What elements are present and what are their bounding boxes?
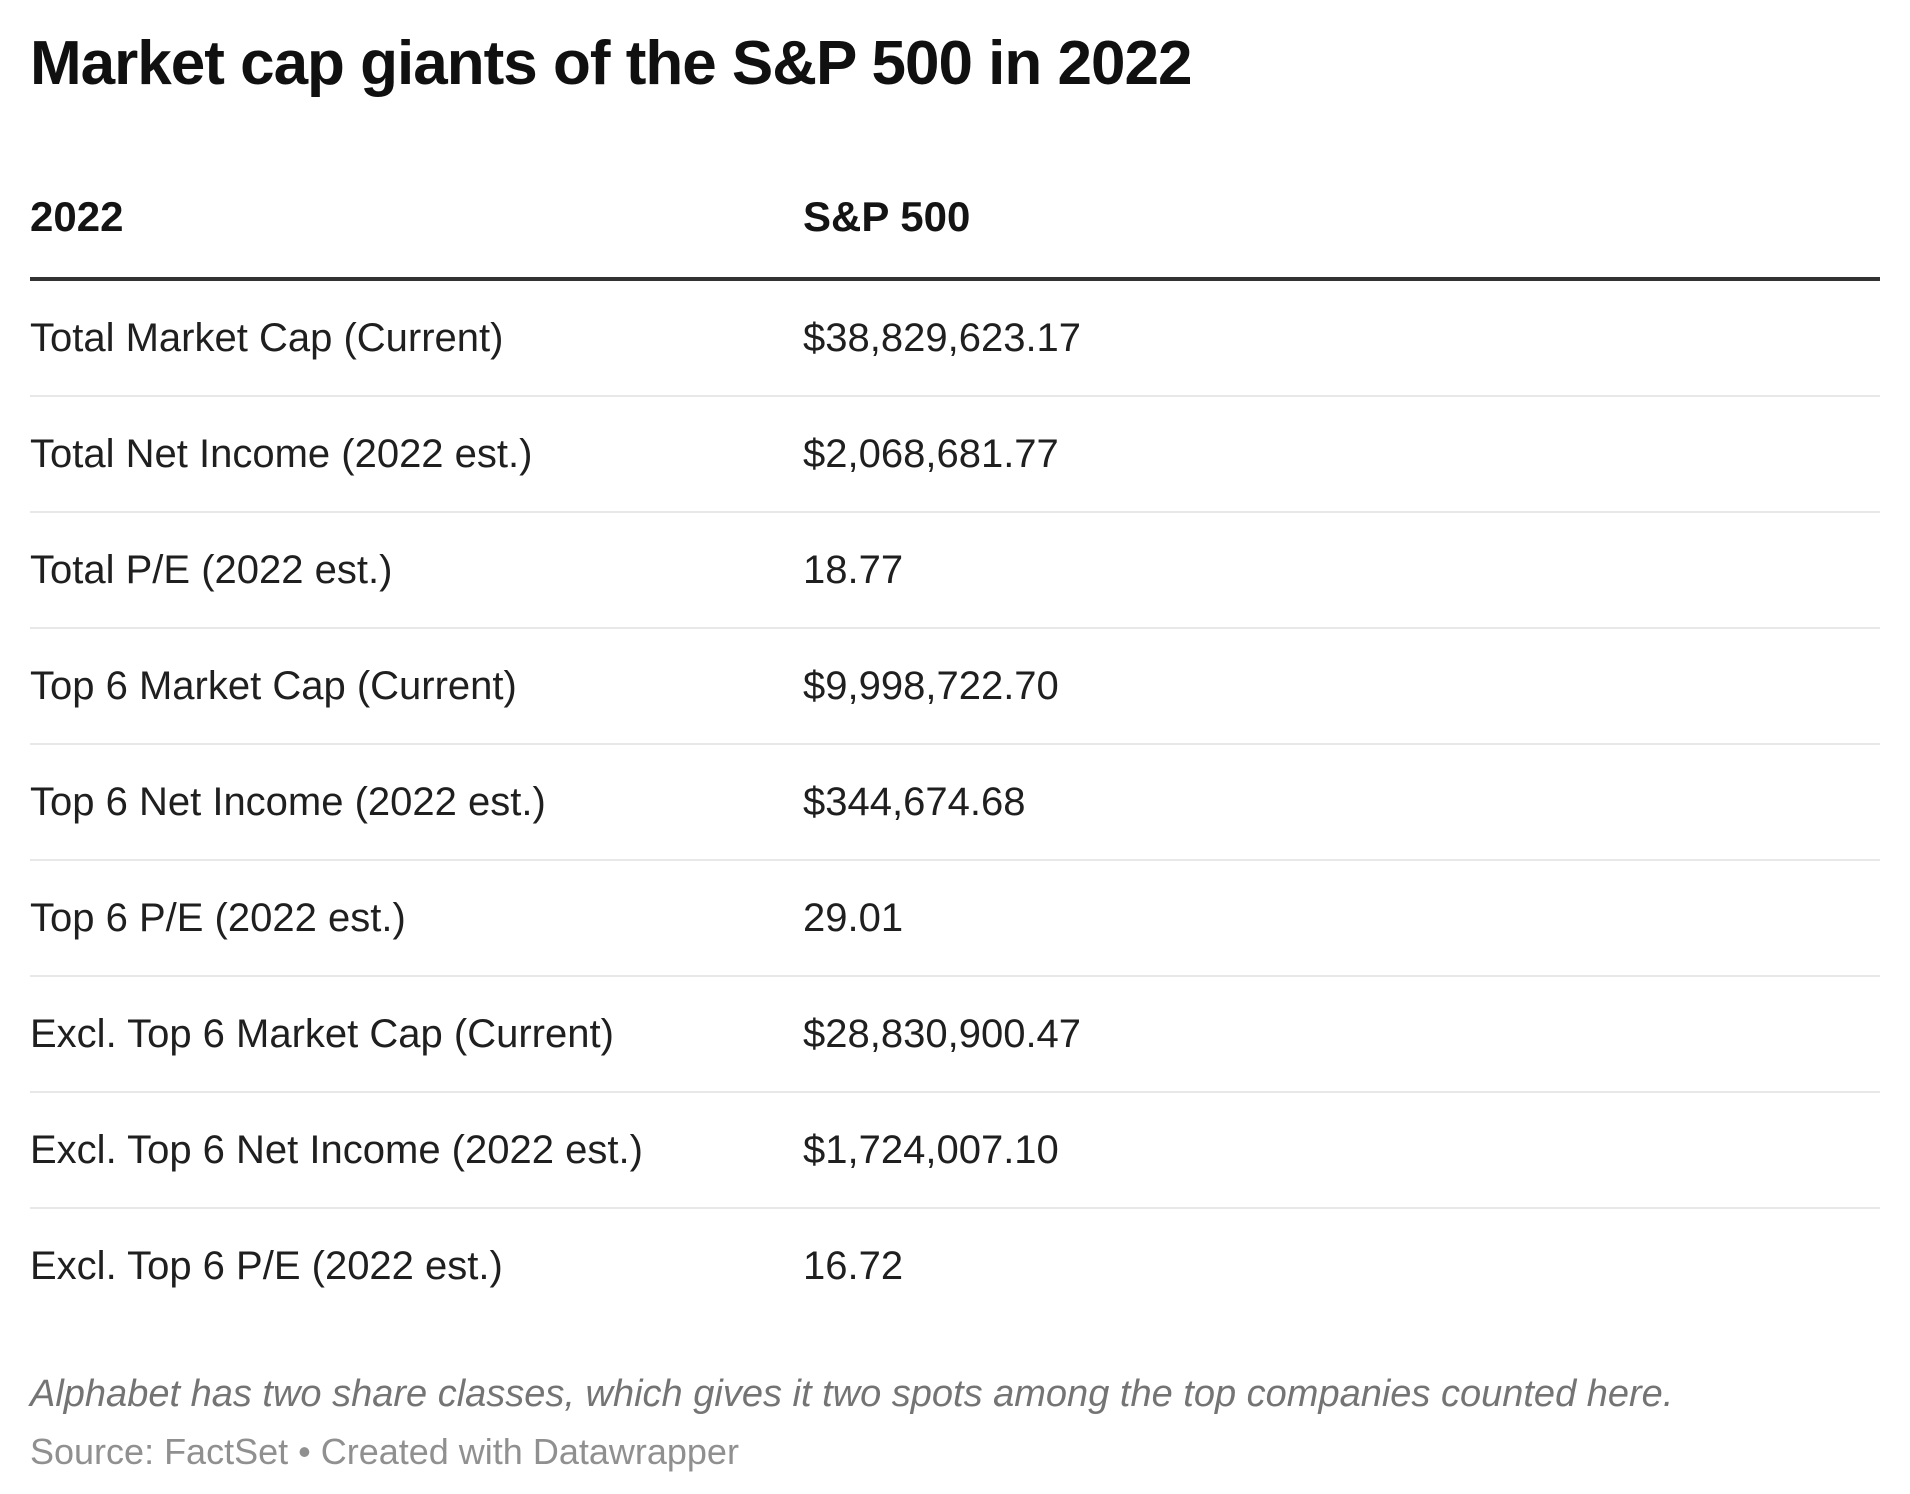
row-value: 16.72: [803, 1244, 904, 1288]
row-value: $9,998,722.70: [803, 628, 1880, 745]
row-label: Top 6 Market Cap (Current): [30, 628, 803, 745]
row-value: $28,830,900.47: [803, 976, 1880, 1093]
row-label: Top 6 P/E (2022 est.): [30, 860, 803, 977]
row-value: $2,068,681.77: [803, 396, 1880, 513]
row-label: Total P/E (2022 est.): [30, 512, 803, 629]
row-label: Excl. Top 6 Market Cap (Current): [30, 976, 803, 1093]
row-value: 29.01: [803, 860, 1880, 977]
table-row: Total Market Cap (Current) $38,829,623.1…: [30, 279, 1880, 397]
row-value: $344,674.68: [803, 744, 1880, 861]
row-label: Excl. Top 6 Net Income (2022 est.): [30, 1092, 803, 1209]
table-row: Top 6 Market Cap (Current) $9,998,722.70: [30, 628, 1880, 745]
table-row: Total Net Income (2022 est.) $2,068,681.…: [30, 396, 1880, 513]
table-header-row: 2022 S&P 500: [30, 195, 1880, 281]
chart-title: Market cap giants of the S&P 500 in 2022: [30, 29, 1192, 98]
table-row: Top 6 Net Income (2022 est.) $344,674.68: [30, 744, 1880, 861]
table-row: Excl. Top 6 Net Income (2022 est.) $1,72…: [30, 1092, 1880, 1209]
row-value: $1,724,007.10: [803, 1092, 1880, 1209]
table-row: Excl. Top 6 P/E (2022 est.) 16.72: [30, 1208, 1880, 1323]
data-table: 2022 S&P 500 Total Market Cap (Current) …: [30, 195, 1880, 1323]
row-value: 18.77: [803, 512, 1880, 629]
table-row: Top 6 P/E (2022 est.) 29.01: [30, 860, 1880, 977]
row-value: $38,829,623.17: [803, 279, 1880, 397]
row-label: Total Market Cap (Current): [30, 279, 803, 397]
source-attribution: Source: FactSet • Created with Datawrapp…: [30, 1431, 739, 1472]
col-header-period: 2022: [30, 195, 803, 281]
table-row: Total P/E (2022 est.) 18.77: [30, 512, 1880, 629]
row-label: Total Net Income (2022 est.): [30, 396, 803, 513]
chart-footnote: Alphabet has two share classes, which gi…: [30, 1373, 1674, 1415]
row-label: Excl. Top 6 P/E (2022 est.): [30, 1244, 503, 1288]
row-label: Top 6 Net Income (2022 est.): [30, 744, 803, 861]
table-row: Excl. Top 6 Market Cap (Current) $28,830…: [30, 976, 1880, 1093]
col-header-sp500: S&P 500: [803, 195, 1880, 281]
